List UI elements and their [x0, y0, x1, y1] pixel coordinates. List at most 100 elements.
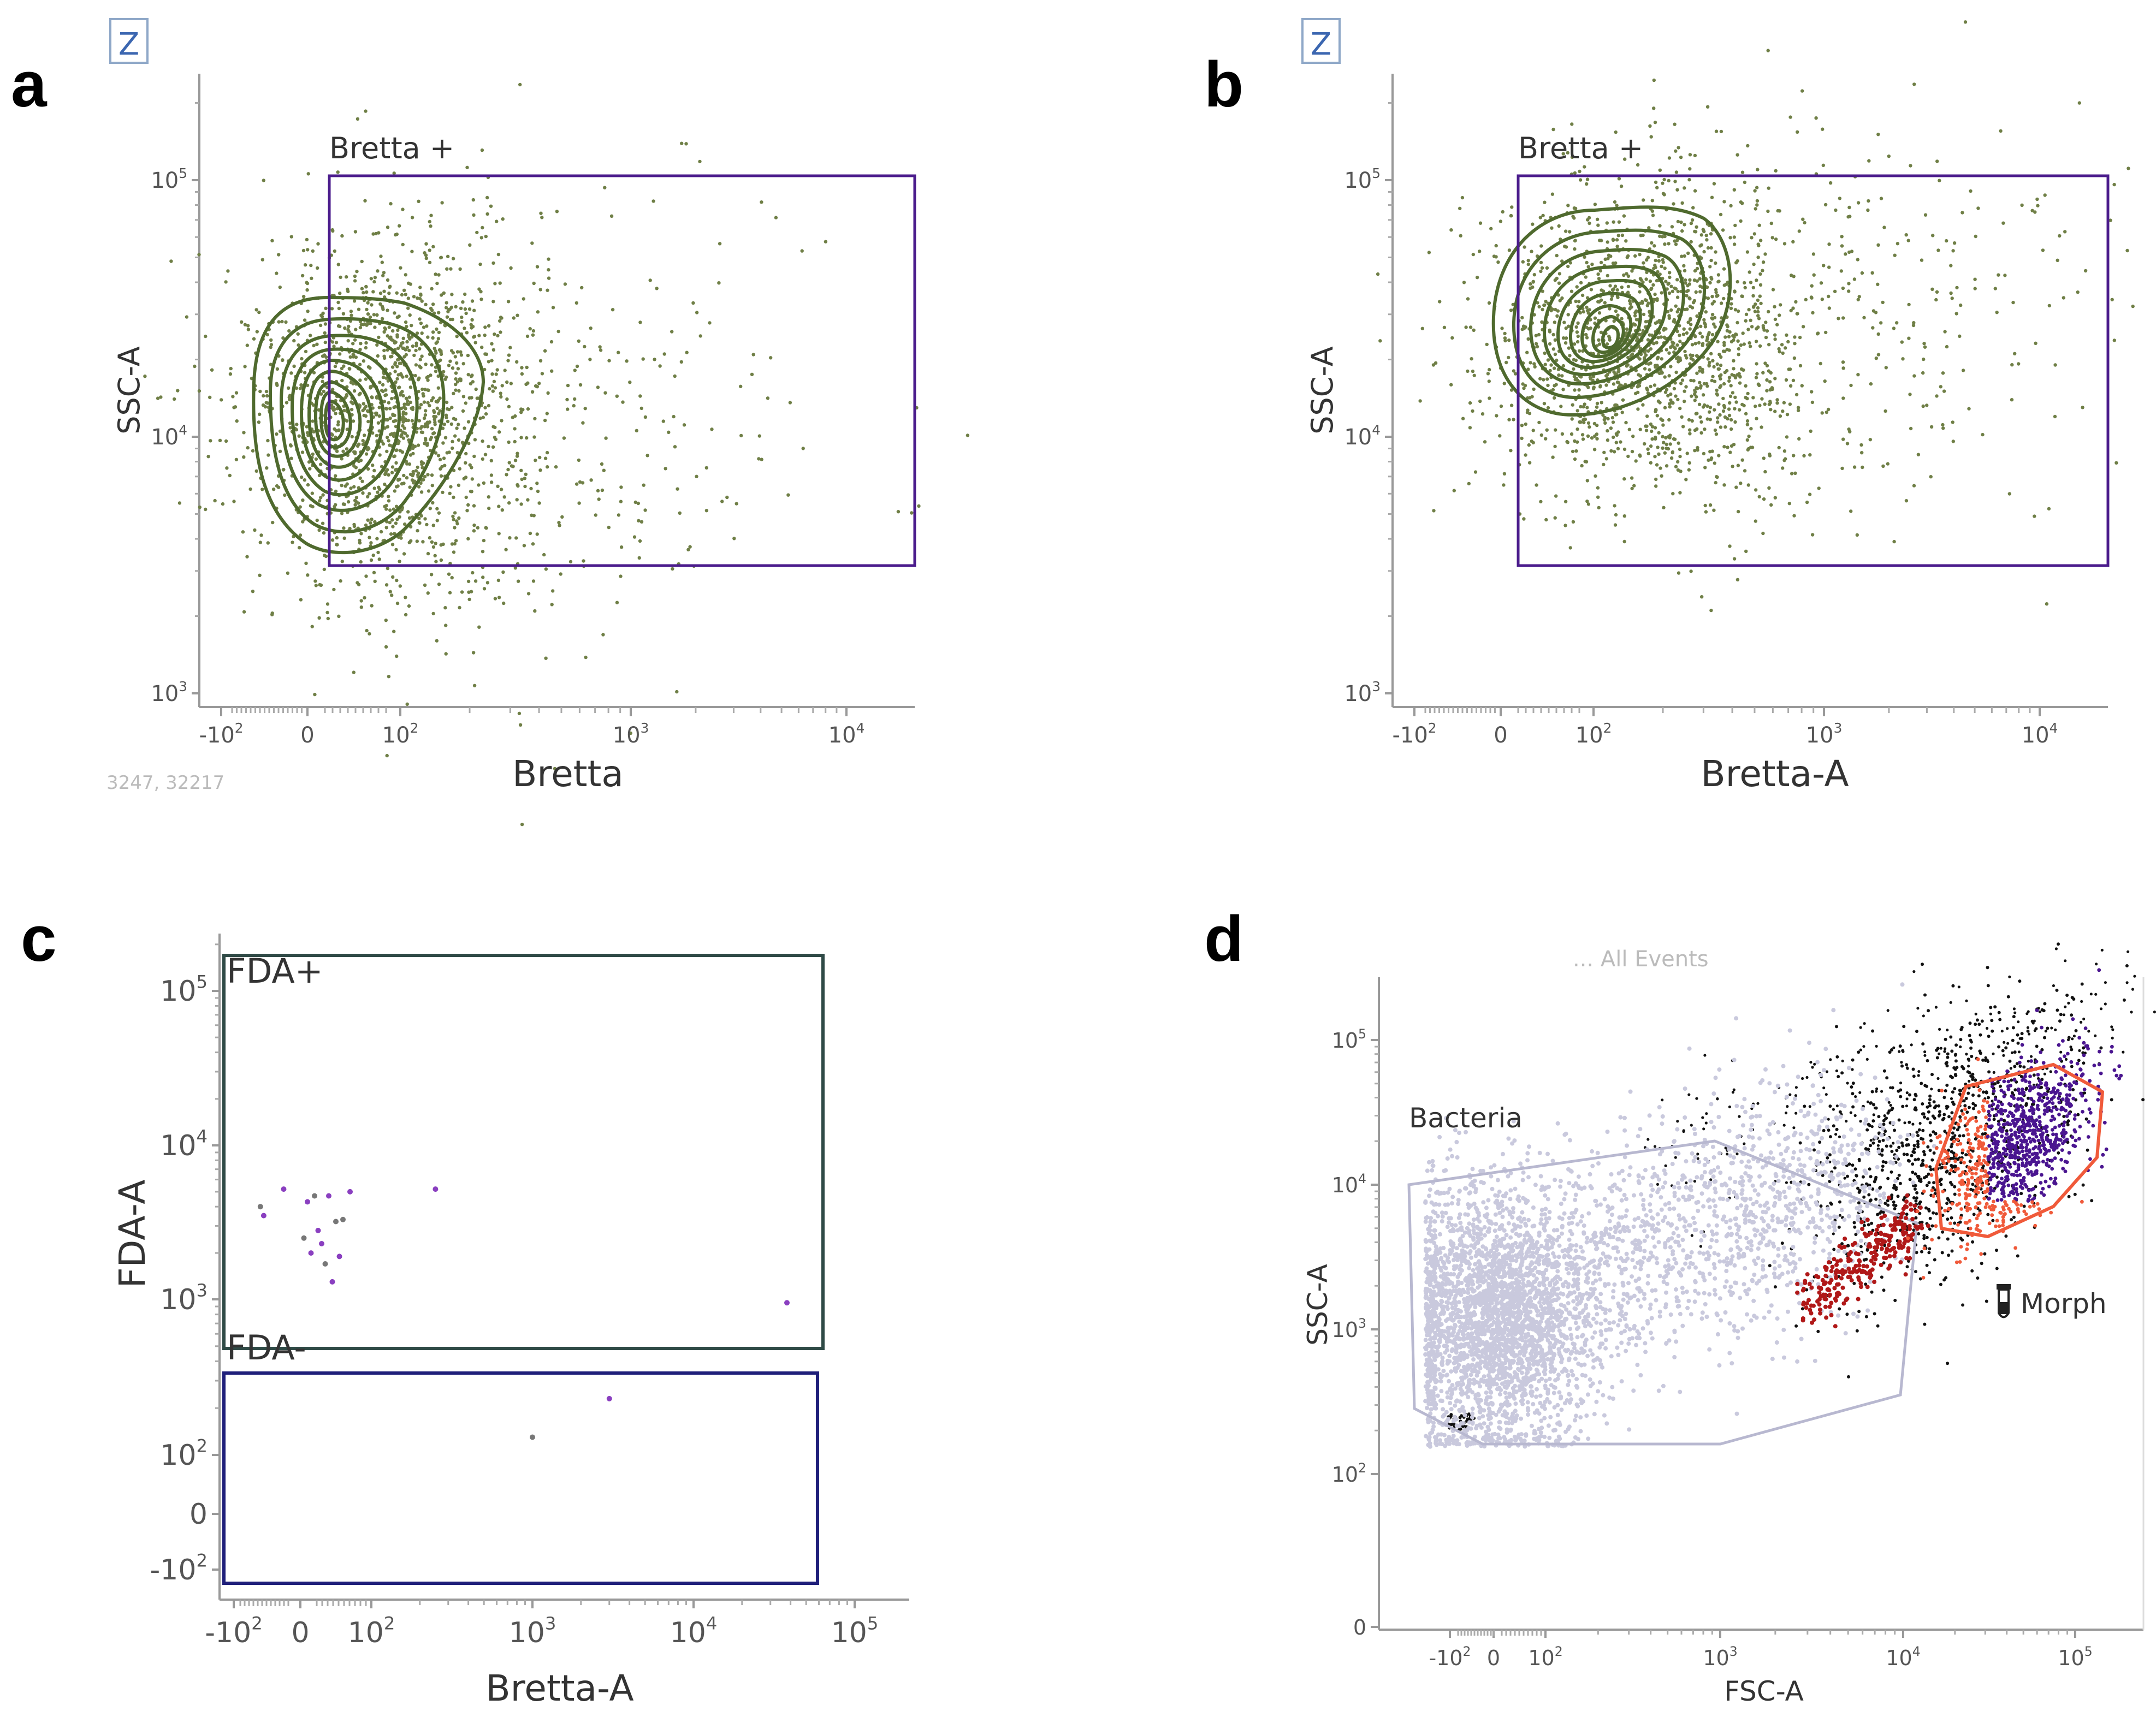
gate-bretta-plus-b[interactable]: [1517, 174, 2110, 567]
event-dot: [1615, 204, 1619, 207]
event-dot: [1698, 415, 1702, 419]
panel-c-x-ticks: -102 0 102 103 104 105: [205, 1600, 878, 1649]
event-dot: [401, 242, 405, 247]
event-dot: [1650, 429, 1654, 433]
gate-bretta-plus-a[interactable]: [328, 174, 916, 567]
gate-fda-minus[interactable]: [222, 1371, 819, 1585]
event-dot: [1886, 1177, 1890, 1180]
event-dot: [451, 514, 455, 518]
event-dot: [345, 393, 348, 397]
zoom-button-b[interactable]: [1301, 18, 1341, 64]
event-dot: [645, 454, 649, 458]
event-dot: [458, 605, 461, 610]
event-dot: [332, 344, 336, 348]
event-dot: [1727, 413, 1732, 418]
event-dot: [633, 500, 638, 504]
event-dot: [473, 341, 477, 344]
event-dot: [1667, 179, 1671, 183]
event-dot: [377, 335, 381, 340]
event-dot: [1716, 280, 1720, 284]
event-dot: [363, 596, 366, 600]
event-dot: [386, 225, 390, 229]
event-dot: [455, 451, 459, 455]
event-dot: [378, 381, 382, 384]
event-dot: [1679, 470, 1683, 473]
event-dot: [1527, 443, 1531, 447]
event-dot: [1728, 236, 1732, 240]
event-dot: [800, 249, 804, 253]
event-dot: [1766, 49, 1770, 52]
event-dot: [583, 407, 587, 411]
event-dot: [1957, 1125, 1961, 1129]
event-dot: [1821, 127, 1825, 131]
event-dot: [445, 400, 449, 405]
x-tick-label: 104: [828, 720, 865, 748]
event-dot: [1597, 277, 1601, 281]
event-dot: [491, 445, 495, 449]
event-dot: [1901, 1144, 1905, 1148]
event-dot: [310, 625, 314, 628]
event-dot: [1912, 1228, 1916, 1232]
event-dot: [1927, 1110, 1930, 1114]
gate-label-fda-minus: FDA-: [227, 1328, 306, 1368]
event-dot: [311, 504, 315, 509]
event-dot: [1829, 1201, 1833, 1205]
event-dot: [2082, 1061, 2086, 1065]
event-dot: [1714, 250, 1717, 254]
event-dot: [1950, 1049, 1954, 1053]
event-dot: [1646, 338, 1650, 342]
event-dot: [1597, 342, 1602, 346]
event-dot: [2018, 1065, 2022, 1068]
event-dot: [1733, 289, 1737, 293]
event-dot: [1800, 384, 1804, 388]
event-dot: [362, 402, 365, 406]
event-dot: [1494, 243, 1498, 248]
zoom-button-a[interactable]: [109, 18, 149, 64]
event-dot: [601, 633, 605, 637]
event-dot: [1614, 261, 1618, 265]
event-dot: [1840, 235, 1844, 239]
event-dot: [581, 481, 585, 485]
event-dot: [1590, 436, 1594, 440]
event-dot: [1956, 1157, 1959, 1161]
event-dot: [436, 374, 440, 378]
event-dot: [292, 338, 296, 343]
event-dot: [1563, 500, 1568, 503]
event-dot: [1819, 361, 1822, 366]
event-dot: [1588, 425, 1591, 429]
event-dot: [400, 341, 404, 346]
event-dot: [1704, 510, 1708, 514]
event-dot: [698, 334, 702, 338]
event-dot: [1740, 458, 1744, 462]
event-dot: [369, 277, 373, 281]
event-dot: [1554, 494, 1558, 498]
event-dot: [1769, 221, 1773, 225]
event-dot: [386, 566, 390, 571]
gate-fda-plus[interactable]: [222, 954, 825, 1350]
event-dot: [1927, 1181, 1931, 1185]
event-dot: [1995, 1249, 1998, 1252]
event-dot: [1529, 361, 1532, 365]
event-dot: [454, 371, 458, 375]
event-dot: [2010, 1078, 2013, 1082]
event-dot: [312, 430, 316, 433]
event-dot: [1962, 1134, 1965, 1138]
event-dot: [1981, 1132, 1985, 1136]
event-dot: [2112, 182, 2116, 187]
event-dot: [580, 286, 584, 290]
event-dot: [642, 483, 645, 487]
event-dot: [1900, 340, 1904, 344]
event-dot: [1535, 483, 1538, 487]
event-dot: [496, 484, 500, 488]
event-dot: [589, 326, 593, 330]
event-dot: [1617, 177, 1621, 181]
event-dot: [1663, 390, 1668, 394]
event-dot: [1711, 359, 1715, 363]
event-dot: [678, 511, 682, 515]
event-dot: [444, 652, 448, 656]
event-dot: [1832, 1247, 1836, 1251]
event-dot: [361, 491, 365, 495]
event-dot: [1916, 1139, 1920, 1143]
event-dot: [1913, 1187, 1917, 1191]
